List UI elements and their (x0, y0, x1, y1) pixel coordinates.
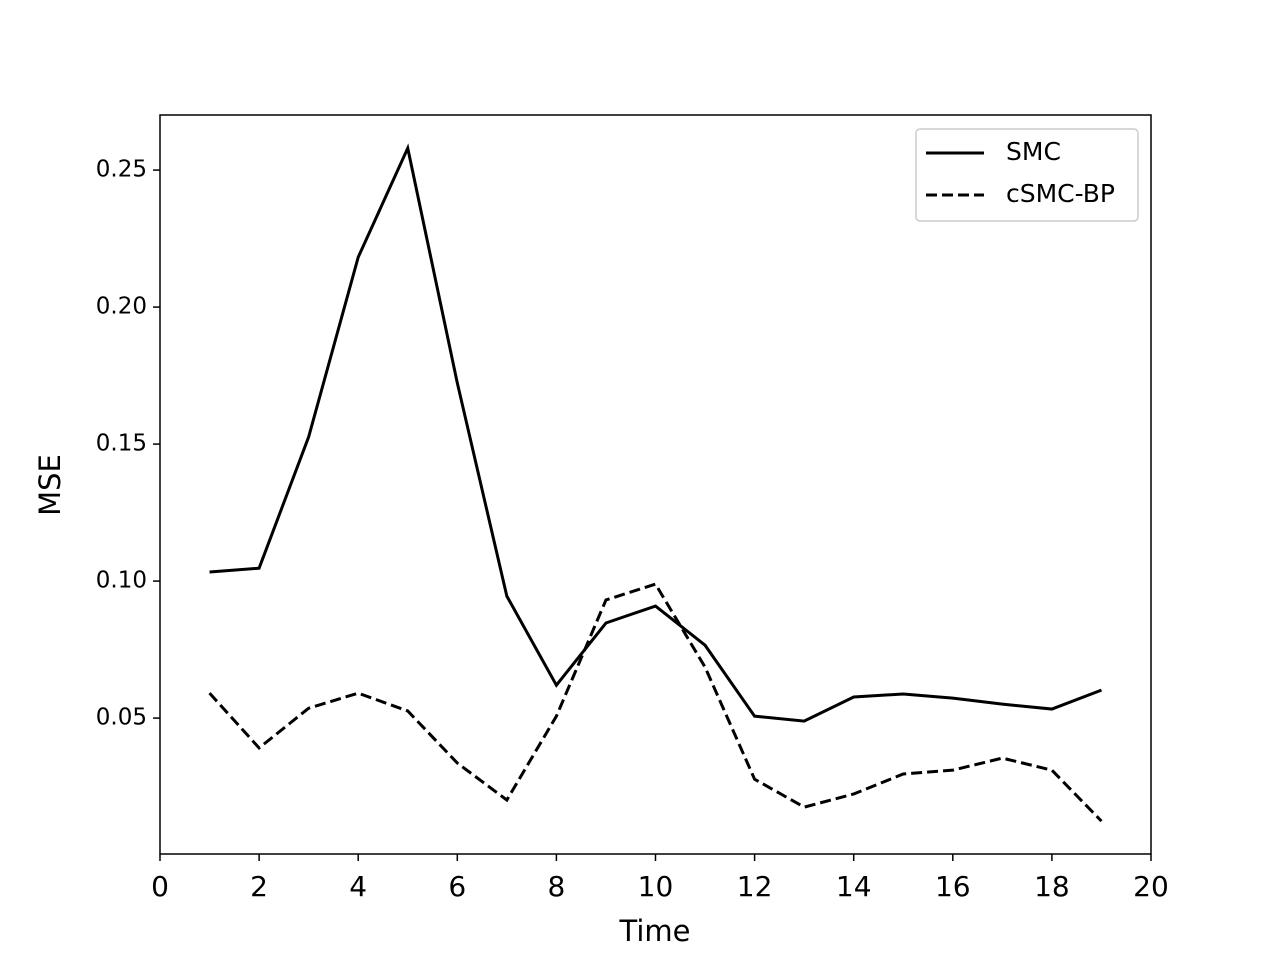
y-tick-label: 0.05 (96, 705, 147, 731)
legend-label: cSMC-BP (1006, 179, 1115, 208)
x-tick-label: 0 (151, 870, 169, 903)
x-tick-label: 6 (448, 870, 466, 903)
x-tick-label: 10 (638, 870, 674, 903)
plot-frame (159, 114, 1152, 855)
series-line (208, 582, 1103, 823)
legend-label: SMC (1006, 137, 1061, 166)
x-tick-label: 8 (547, 870, 565, 903)
series-line (209, 143, 1102, 723)
x-tick-label: 2 (250, 870, 268, 903)
y-tick-label: 0.10 (96, 568, 147, 594)
y-axis-label: MSE (33, 454, 67, 516)
y-tick-label: 0.25 (96, 157, 147, 183)
x-tick-label: 20 (1133, 870, 1169, 903)
x-axis-label: Time (619, 914, 691, 948)
x-tick-label: 18 (1034, 870, 1070, 903)
y-tick-label: 0.15 (96, 431, 147, 457)
x-tick-label: 4 (349, 870, 367, 903)
x-tick-label: 14 (836, 870, 872, 903)
y-tick-label: 0.20 (96, 294, 147, 320)
x-tick-label: 12 (737, 870, 773, 903)
x-tick-label: 16 (935, 870, 971, 903)
